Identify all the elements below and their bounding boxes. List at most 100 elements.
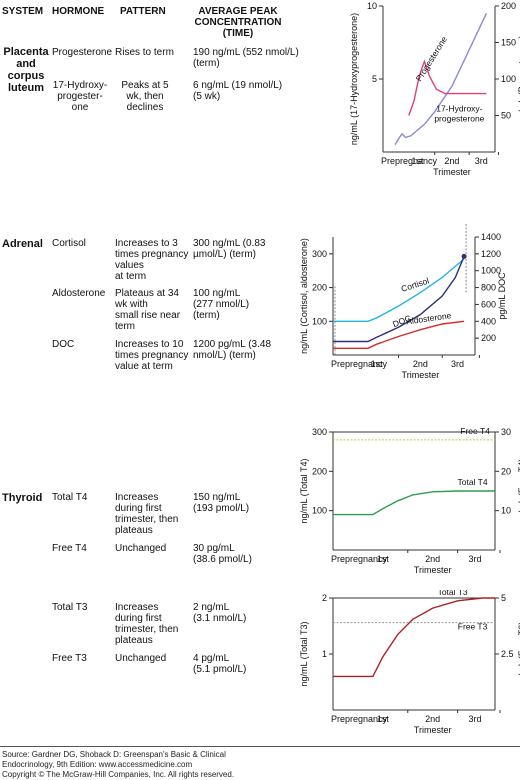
- y-tick-label-left: 300: [312, 249, 327, 259]
- x-axis-label: Trimester: [414, 725, 452, 735]
- series-label-cortisol: Cortisol: [400, 275, 431, 293]
- y-tick-label-left: 2: [322, 593, 327, 603]
- x-axis-label: Trimester: [433, 167, 471, 177]
- footer-rule: [0, 746, 520, 747]
- header-pattern: PATTERN: [120, 6, 166, 17]
- hormone-doc: DOC: [52, 339, 75, 350]
- y-tick-label-left: 300: [312, 427, 327, 437]
- y-tick-label-left: 1: [322, 649, 327, 659]
- system-adrenal: Adrenal: [2, 238, 43, 250]
- pattern-free-t3: Unchanged: [115, 653, 167, 664]
- y-tick-label-right: 150: [501, 38, 516, 48]
- x-tick-label: 3rd: [451, 359, 464, 369]
- peak-total-t3: 2 ng/mL (3.1 nmol/L): [193, 602, 247, 624]
- data-point-doc-term: [461, 253, 467, 259]
- y-axis-title-right: ng/mL (Progesterone): [517, 35, 520, 122]
- x-tick-label: Prepregnancy: [331, 554, 388, 564]
- hormone-free-t4: Free T4: [52, 543, 87, 554]
- y-tick-label-right: 200: [501, 1, 516, 11]
- pattern-total-t3: Increases during first trimester, then p…: [115, 602, 179, 646]
- y-tick-label-right: 20: [501, 466, 511, 476]
- pattern-aldosterone: Plateaus at 34 wk with small rise near t…: [115, 288, 181, 332]
- source-citation: Source: Gardner DG, Shoback D: Greenspan…: [2, 750, 226, 769]
- y-tick-label-right: 800: [481, 283, 496, 293]
- copyright: Copyright © The McGraw-Hill Companies, I…: [2, 770, 235, 779]
- header-system: SYSTEM: [2, 6, 44, 17]
- peak-17ohp: 6 ng/mL (19 nmol/L) (5 wk): [193, 80, 283, 102]
- series-label-total-t3: Total T3: [438, 590, 468, 597]
- series-label-free-t4: Free T4: [460, 426, 490, 436]
- pattern-doc: Increases to 10 times pregnancy value at…: [115, 339, 189, 372]
- x-tick-label: 1st: [377, 554, 390, 564]
- y-tick-label-right: 10: [501, 506, 511, 516]
- y-tick-label-left: 100: [312, 316, 327, 326]
- series-line-progesterone: [394, 13, 488, 146]
- y-axis-title-left: ng/mL (Cortisol, aldosterone): [299, 238, 309, 354]
- x-tick-label: 1st: [377, 714, 390, 724]
- series-line-cortisol: [333, 258, 465, 322]
- x-tick-label: Prepregnancy: [331, 714, 388, 724]
- hormone-progesterone: Progesterone: [52, 47, 113, 58]
- peak-free-t4: 30 pg/mL (38.6 pmol/L): [193, 543, 252, 565]
- series-line-total-t3: [333, 597, 495, 678]
- series-line-17-hydroxy-progesterone: [408, 59, 487, 116]
- pattern-total-t4: Increases during first trimester, then p…: [115, 492, 179, 536]
- y-axis-title-right: pg/mL (Free T4): [517, 459, 520, 524]
- x-tick-label: Prepregnancy: [331, 359, 388, 369]
- series-label-17-hydroxy-progesterone: 17-Hydroxy-progesterone: [434, 103, 484, 123]
- y-tick-label-right: 30: [501, 427, 511, 437]
- y-tick-label-right: 200: [481, 333, 496, 343]
- header-hormone: HORMONE: [52, 6, 105, 17]
- hormone-17ohp: 17-Hydroxy- progester- one: [52, 80, 108, 113]
- hormone-total-t3: Total T3: [52, 602, 88, 613]
- y-axis-title-right: pg/mL DOC: [497, 272, 507, 320]
- y-tick-label-left: 5: [372, 74, 377, 84]
- y-tick-label-right: 2.5: [501, 649, 514, 659]
- hormone-cortisol: Cortisol: [52, 238, 86, 249]
- peak-cortisol: 300 ng/mL (0.83 µmol/L) (term): [193, 238, 266, 260]
- y-tick-label-left: 200: [312, 466, 327, 476]
- x-tick-label: 3rd: [469, 554, 482, 564]
- x-tick-label: 1st: [411, 156, 424, 166]
- series-line-total-t4: [333, 490, 495, 516]
- y-tick-label-right: 100: [501, 74, 516, 84]
- x-axis-label: Trimester: [402, 370, 440, 380]
- peak-total-t4: 150 ng/mL (193 pmol/L): [193, 492, 250, 514]
- y-tick-label-right: 1200: [481, 249, 501, 259]
- y-tick-label-right: 5: [501, 593, 506, 603]
- y-tick-label-right: 1000: [481, 266, 501, 276]
- peak-free-t3: 4 pg/mL (5.1 pmol/L): [193, 653, 247, 675]
- x-tick-label: 3rd: [469, 714, 482, 724]
- series-line-aldosterone: [333, 320, 465, 349]
- series-label-progesterone: Progesterone: [414, 34, 450, 83]
- x-tick-label: 2nd: [444, 156, 459, 166]
- x-axis-label: Trimester: [414, 565, 452, 575]
- series-line-doc: [333, 256, 465, 343]
- y-tick-label-right: 1400: [481, 232, 501, 242]
- header-peak: AVERAGE PEAK CONCENTRATION (TIME): [194, 6, 282, 39]
- y-axis-title-left: ng/mL (17-Hydroxyprogesterone): [349, 13, 359, 145]
- x-tick-label: 1st: [371, 359, 384, 369]
- x-tick-label: Prepregnancy: [381, 156, 438, 166]
- y-tick-label-left: 10: [367, 1, 377, 11]
- pattern-cortisol: Increases to 3 times pregnancy values at…: [115, 238, 189, 282]
- y-tick-label-right: 50: [501, 111, 511, 121]
- y-axis-title-right: pg/mL (Free T3): [517, 622, 520, 687]
- system-placenta: Placenta and corpus luteum: [3, 46, 49, 94]
- chart-adrenal: 100 200 300 200 400 600 800 1000 1200 1400 Prepreg…: [299, 223, 507, 380]
- pattern-progesterone: Rises to term: [115, 47, 174, 58]
- hormone-free-t3: Free T3: [52, 653, 87, 664]
- y-tick-label-left: 200: [312, 283, 327, 293]
- y-tick-label-left: 100: [312, 506, 327, 516]
- x-tick-label: 2nd: [425, 714, 440, 724]
- x-tick-label: 3rd: [475, 156, 488, 166]
- y-tick-label-right: 400: [481, 316, 496, 326]
- hormone-total-t4: Total T4: [52, 492, 88, 503]
- peak-progesterone: 190 ng/mL (552 nmol/L) (term): [193, 47, 299, 69]
- hormone-aldosterone: Aldosterone: [52, 288, 106, 299]
- y-axis-title-left: ng/mL (Total T4): [299, 458, 309, 523]
- y-tick-label-right: 600: [481, 299, 496, 309]
- x-tick-label: 2nd: [413, 359, 428, 369]
